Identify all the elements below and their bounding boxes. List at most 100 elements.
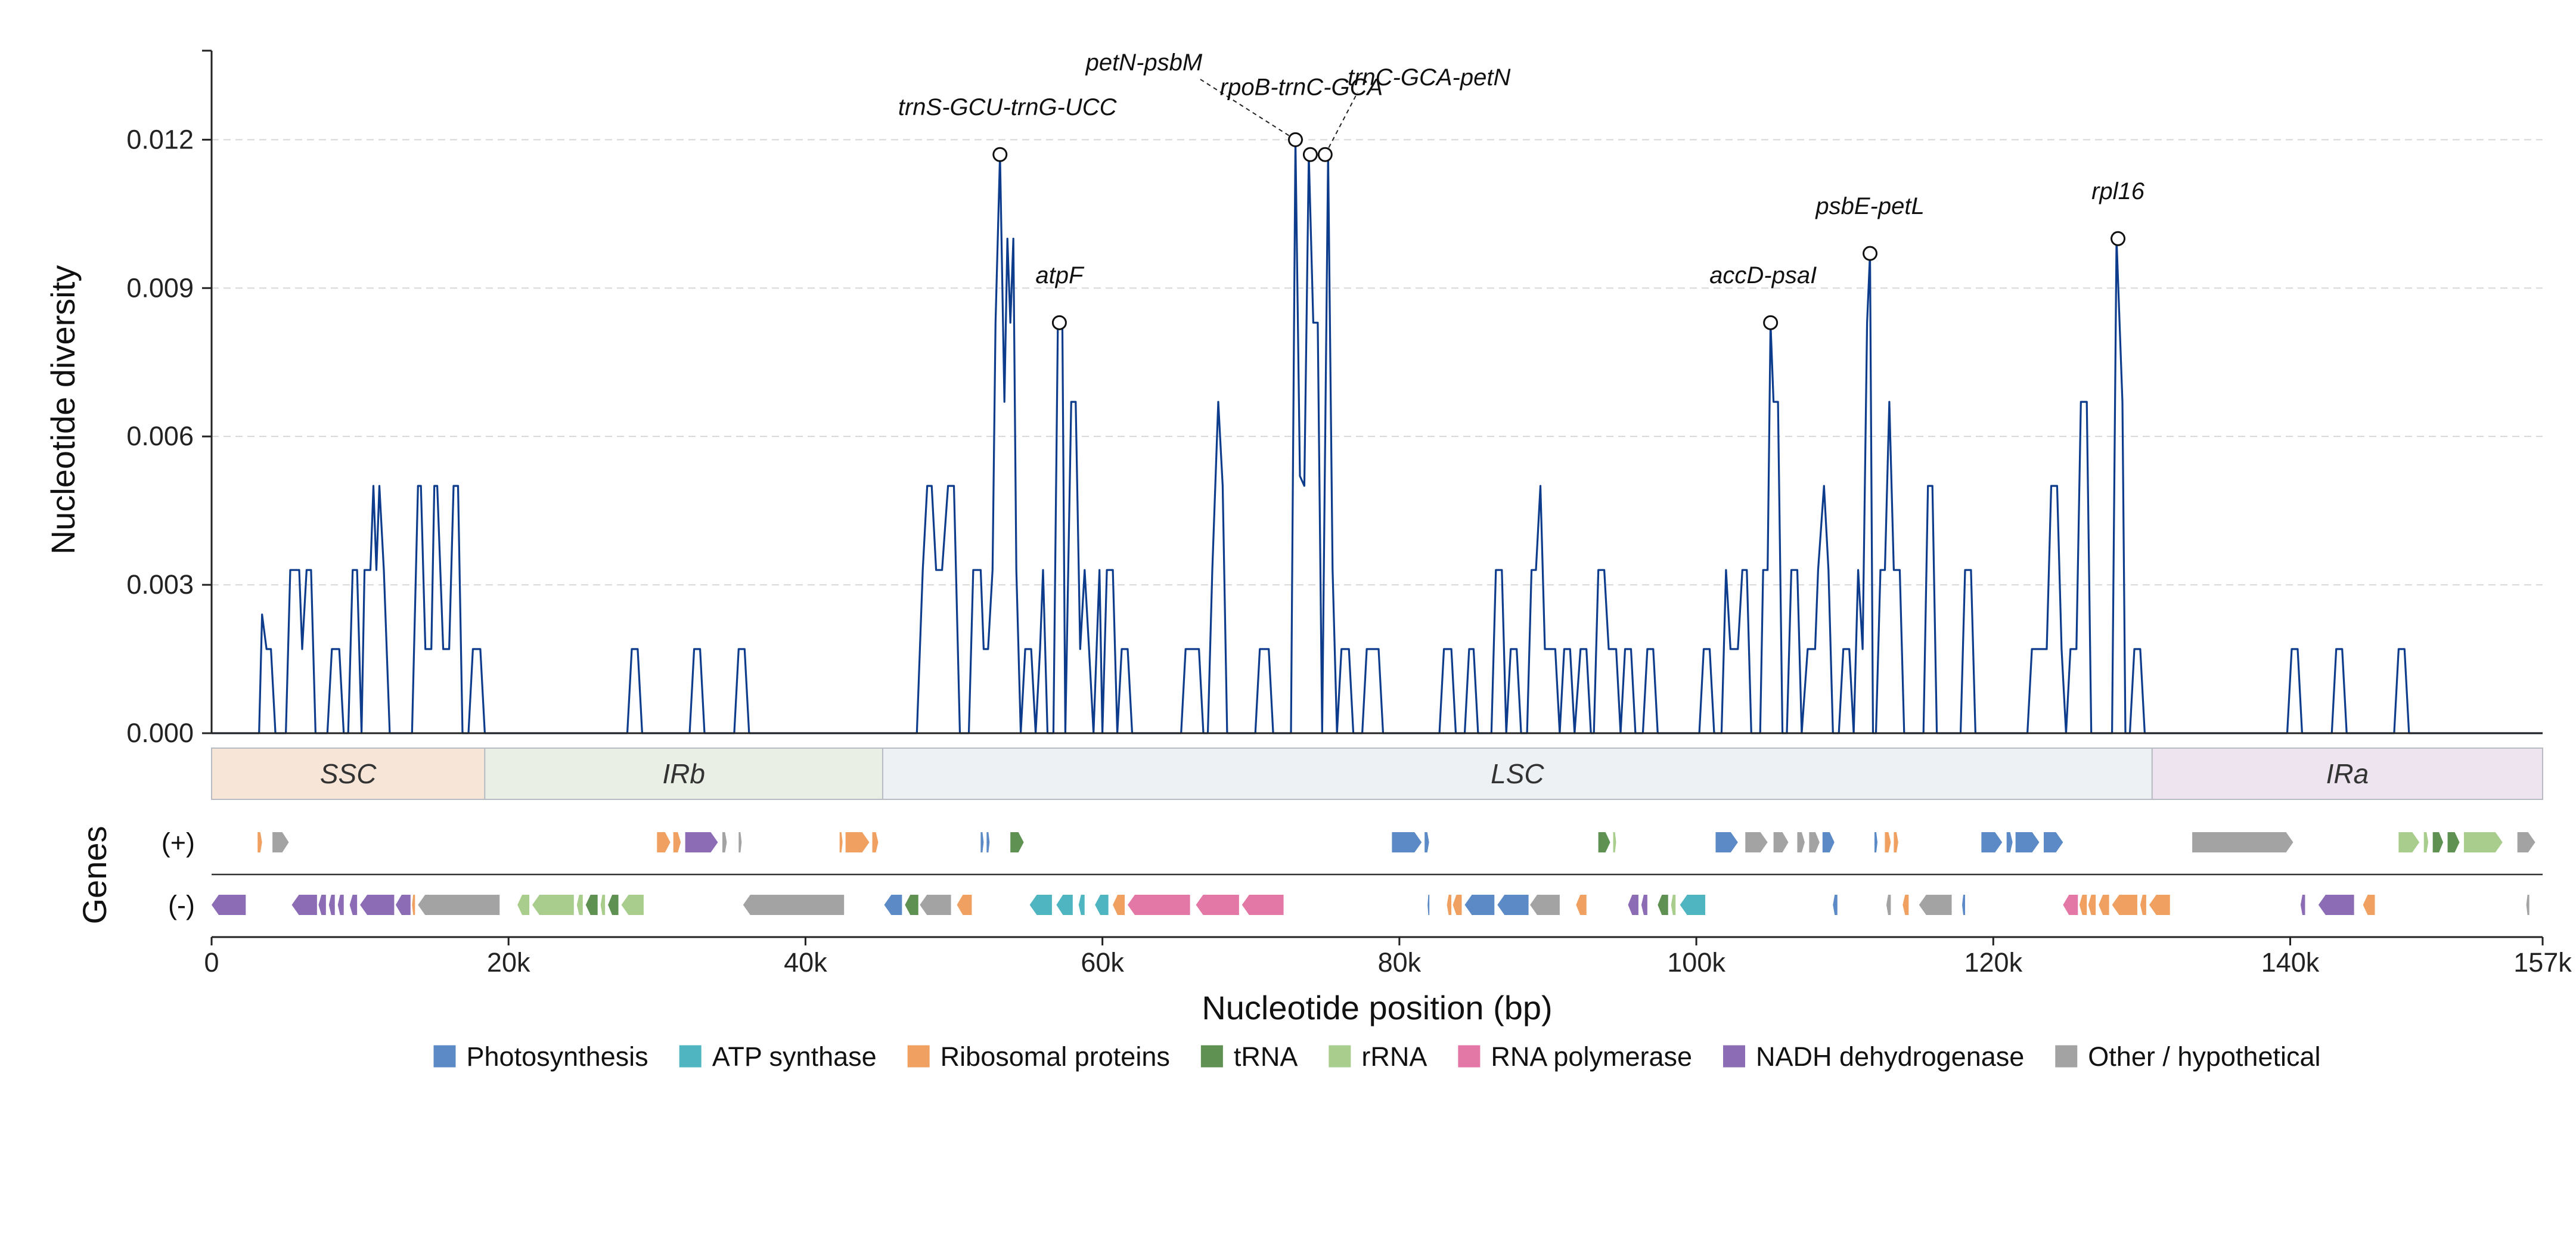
gene-feature: [1745, 832, 1768, 852]
gene-feature: [1464, 895, 1495, 915]
strand-plus-label: (+): [162, 827, 195, 858]
gene-feature: [1113, 895, 1125, 915]
peak-label: rpl16: [2091, 178, 2145, 204]
gene-feature: [1530, 895, 1560, 915]
region-label: LSC: [1491, 758, 1544, 789]
gene-feature: [1196, 895, 1239, 915]
gene-feature: [2088, 895, 2096, 915]
x-tick-label: 100k: [1667, 947, 1725, 978]
legend-label: Other / hypothetical: [2088, 1041, 2320, 1072]
gene-feature: [738, 832, 742, 852]
legend-swatch: [1200, 1045, 1223, 1068]
x-axis: 0 20k 40k 60k 80k 100k 120k 140k 157k: [204, 936, 2572, 978]
leader-line: [1197, 77, 1296, 141]
gene-feature: [1962, 895, 1965, 915]
gene-feature: [673, 832, 681, 852]
peak-label: trnS-GCU-trnG-UCC: [898, 94, 1118, 120]
gene-feature: [1010, 832, 1024, 852]
gene-feature: [2517, 832, 2535, 852]
gene-feature: [845, 832, 870, 852]
y-tick-label: 0.006: [126, 421, 194, 451]
gene-feature: [1497, 895, 1529, 915]
x-tick-label: 157k: [2513, 947, 2572, 978]
gene-feature: [1056, 895, 1073, 915]
gene-feature: [657, 832, 671, 852]
legend-label: NADH dehydrogenase: [1756, 1041, 2024, 1072]
peak-label: atpF: [1035, 262, 1085, 289]
region-label: IRb: [662, 758, 705, 789]
legend-swatch: [1458, 1045, 1481, 1068]
gene-feature: [318, 895, 326, 915]
peak-label: psbE-petL: [1815, 193, 1924, 219]
gene-feature: [1641, 895, 1647, 915]
legend-swatch: [679, 1045, 702, 1068]
legend-label: RNA polymerase: [1491, 1041, 1692, 1072]
legend-swatch: [2055, 1045, 2078, 1068]
gene-feature: [884, 895, 902, 915]
y-tick-label: 0.009: [126, 272, 194, 303]
gene-feature: [1598, 832, 1610, 852]
gene-feature: [1658, 895, 1668, 915]
peak-marker: [1317, 147, 1333, 162]
region-IRb: [484, 748, 883, 800]
region-label: SSC: [320, 758, 377, 789]
gene-feature: [608, 895, 619, 915]
gene-feature: [1095, 895, 1109, 915]
region-LSC: [882, 748, 2153, 800]
gene-feature: [980, 832, 984, 852]
x-tick-label: 80k: [1378, 947, 1422, 978]
gene-feature: [272, 832, 289, 852]
region-SSC: [211, 748, 486, 800]
gene-feature: [1981, 832, 2003, 852]
gene-feature: [685, 832, 718, 852]
legend-label: rRNA: [1361, 1041, 1427, 1072]
gene-feature: [532, 895, 574, 915]
peak-marker: [992, 147, 1008, 162]
legend-label: Ribosomal proteins: [941, 1041, 1170, 1072]
gene-feature: [600, 895, 606, 915]
gene-feature: [1392, 832, 1422, 852]
legend: Photosynthesis ATP synthase Ribosomal prot…: [433, 1041, 2321, 1072]
gene-feature: [1715, 832, 1738, 852]
gene-feature: [1894, 832, 1898, 852]
gene-track-title: Genes: [76, 826, 113, 925]
gene-feature: [1127, 895, 1190, 915]
x-tick-label: 60k: [1081, 947, 1124, 978]
gene-track: [212, 832, 2543, 915]
gene-feature: [1809, 832, 1820, 852]
gene-feature: [412, 895, 415, 915]
legend-swatch: [433, 1045, 456, 1068]
gene-feature: [1628, 895, 1638, 915]
gene-feature: [2363, 895, 2375, 915]
region-IRa: [2151, 748, 2543, 800]
gene-feature: [2398, 832, 2420, 852]
gene-feature: [1576, 895, 1587, 915]
gene-feature: [1613, 832, 1616, 852]
peak-label: trnC-GCA-petN: [1348, 64, 1510, 91]
gene-feature: [2015, 832, 2040, 852]
gene-feature: [1773, 832, 1789, 852]
gene-feature: [905, 895, 918, 915]
gene-feature: [418, 895, 500, 915]
gene-feature: [585, 895, 598, 915]
gene-feature: [1671, 895, 1676, 915]
gene-feature: [212, 895, 246, 915]
peak-marker: [2111, 231, 2126, 246]
peak-annotations: trnS-GCU-trnG-UCCatpFpetN-psbMrpoB-trnC-…: [898, 49, 2145, 330]
gene-feature: [1078, 895, 1085, 915]
gene-feature: [1886, 895, 1891, 915]
gene-feature: [722, 832, 727, 852]
y-tick-label: 0.003: [126, 569, 194, 600]
gene-feature: [920, 895, 951, 915]
gene-feature: [1427, 895, 1430, 915]
gene-feature: [2063, 895, 2078, 915]
genome-regions: SSC IRb LSC IRa: [211, 748, 2543, 800]
gene-feature: [2423, 832, 2429, 852]
gene-feature: [2079, 895, 2087, 915]
legend-label: ATP synthase: [712, 1041, 877, 1072]
peak-marker: [1863, 246, 1878, 261]
gene-feature: [360, 895, 395, 915]
grid-layer: [212, 139, 2543, 586]
gene-feature: [1874, 832, 1877, 852]
